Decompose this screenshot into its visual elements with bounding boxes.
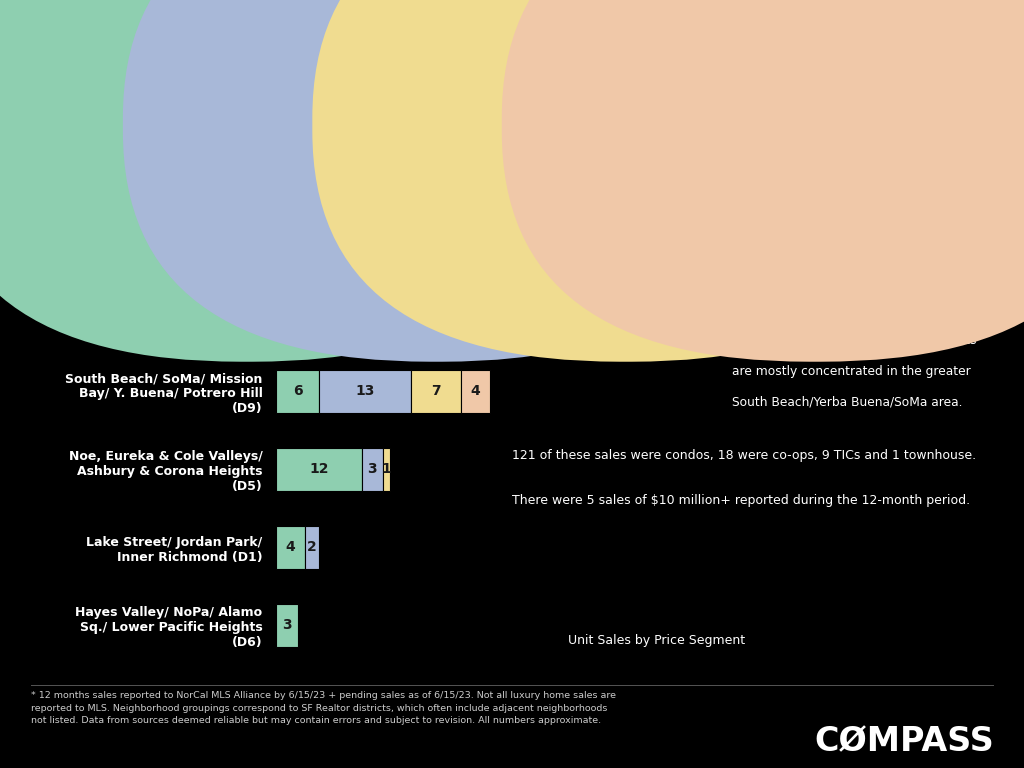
- Text: are mostly concentrated in the greater: are mostly concentrated in the greater: [732, 365, 971, 378]
- Bar: [383, 448, 390, 491]
- Bar: [461, 369, 489, 412]
- Text: 7: 7: [431, 384, 441, 398]
- Text: * 12 months sales reported to NorCal MLS Alliance by 6/15/23 + pending sales as : * 12 months sales reported to NorCal MLS…: [31, 691, 615, 725]
- Text: 2: 2: [307, 540, 316, 554]
- Bar: [276, 448, 361, 491]
- Text: $3m - $3,999,999: $3m - $3,999,999: [447, 118, 542, 131]
- Text: Unit Sales by Price Segment: Unit Sales by Price Segment: [568, 634, 745, 647]
- Text: 3: 3: [283, 618, 292, 632]
- Text: Some new-project luxury condo sales: Some new-project luxury condo sales: [732, 303, 962, 316]
- Text: There were 5 sales of $10 million+ reported during the 12-month period.: There were 5 sales of $10 million+ repor…: [512, 494, 970, 507]
- Bar: [454, 214, 589, 257]
- Text: CØMPASS: CØMPASS: [814, 726, 994, 759]
- Text: 13: 13: [355, 384, 375, 398]
- Bar: [276, 214, 454, 257]
- Bar: [653, 214, 702, 257]
- Text: 12: 12: [309, 462, 329, 476]
- Bar: [276, 369, 319, 412]
- Text: 8: 8: [484, 306, 495, 320]
- Bar: [426, 292, 461, 335]
- Bar: [276, 604, 298, 647]
- Bar: [361, 448, 383, 491]
- Bar: [461, 292, 518, 335]
- Bar: [412, 369, 461, 412]
- Text: 8: 8: [392, 306, 402, 320]
- Bar: [276, 292, 369, 335]
- Text: San Francisco Luxury Condo, Co-op & TIC Market: San Francisco Luxury Condo, Co-op & TIC …: [31, 35, 643, 55]
- Text: 13: 13: [313, 306, 333, 320]
- Text: 19: 19: [512, 228, 531, 242]
- Text: 5: 5: [438, 306, 449, 320]
- Text: 1: 1: [382, 462, 391, 476]
- Bar: [369, 292, 426, 335]
- Text: reported to MLS. These projects: reported to MLS. These projects: [777, 334, 977, 347]
- Text: 9: 9: [616, 228, 626, 242]
- Bar: [589, 214, 653, 257]
- Bar: [305, 525, 319, 568]
- Text: are: are: [732, 334, 756, 347]
- Text: 25: 25: [355, 228, 375, 242]
- Text: Sales Prices of $2.5 Million+, by District, 12 Months Sales*: Sales Prices of $2.5 Million+, by Distri…: [31, 73, 535, 88]
- Text: 3: 3: [368, 462, 377, 476]
- Text: 4: 4: [286, 540, 296, 554]
- Text: 4: 4: [470, 384, 480, 398]
- Text: 121 of these sales were condos, 18 were co-ops, 9 TICs and 1 townhouse.: 121 of these sales were condos, 18 were …: [512, 449, 976, 462]
- Text: $5 Million+: $5 Million+: [826, 118, 893, 131]
- Text: $4m - $4,999,999: $4m - $4,999,999: [637, 118, 731, 131]
- Text: 6: 6: [293, 384, 303, 398]
- Text: not: not: [755, 334, 777, 347]
- Text: $2.5m - $2,999,999: $2.5m - $2,999,999: [258, 118, 362, 131]
- Bar: [319, 369, 412, 412]
- Bar: [276, 525, 305, 568]
- Text: South Beach/Yerba Buena/SoMa area.: South Beach/Yerba Buena/SoMa area.: [732, 396, 963, 409]
- Text: 7: 7: [673, 228, 683, 242]
